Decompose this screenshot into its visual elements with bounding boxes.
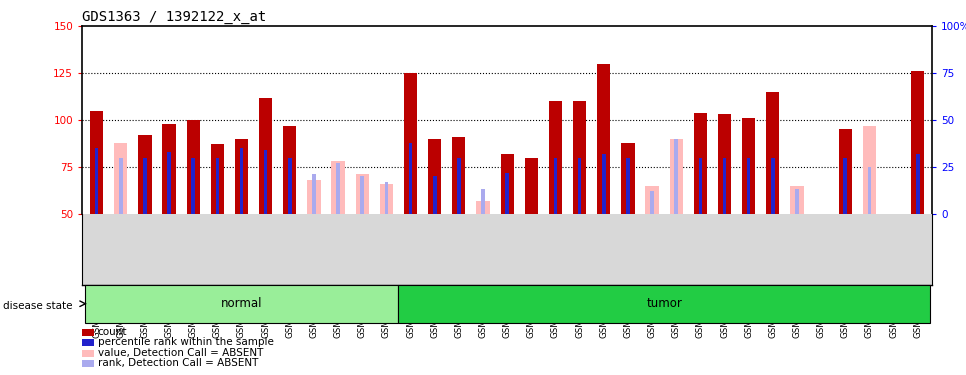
Bar — [747, 158, 751, 214]
Bar — [549, 101, 562, 214]
Bar — [404, 73, 417, 214]
Bar — [312, 174, 316, 214]
Bar — [331, 161, 345, 214]
Bar — [795, 189, 799, 214]
Text: normal: normal — [221, 297, 262, 310]
Bar — [90, 111, 103, 214]
Bar — [399, 285, 929, 322]
Bar — [626, 158, 630, 214]
Bar — [892, 214, 895, 217]
Bar — [843, 158, 847, 214]
Bar — [360, 176, 364, 214]
Bar — [578, 158, 582, 214]
Bar — [288, 158, 292, 214]
Bar — [674, 139, 678, 214]
Text: tumor: tumor — [646, 297, 682, 310]
Bar — [457, 158, 461, 214]
Bar — [95, 148, 99, 214]
Bar — [162, 124, 176, 214]
Bar — [694, 112, 707, 214]
Bar — [283, 126, 297, 214]
Text: value, Detection Call = ABSENT: value, Detection Call = ABSENT — [98, 348, 263, 358]
Bar — [838, 129, 852, 214]
Bar — [409, 142, 412, 214]
Bar — [698, 158, 702, 214]
Bar — [452, 137, 466, 214]
Bar — [138, 135, 152, 214]
Bar — [191, 158, 195, 214]
Bar — [867, 167, 871, 214]
Text: disease state: disease state — [3, 301, 72, 310]
Bar — [863, 126, 876, 214]
Bar — [887, 214, 900, 219]
Bar — [819, 214, 823, 223]
Bar — [336, 163, 340, 214]
Text: count: count — [98, 327, 128, 337]
Bar — [259, 98, 272, 214]
Bar — [718, 114, 731, 214]
Bar — [573, 101, 586, 214]
Bar — [554, 158, 557, 214]
Bar — [433, 176, 437, 214]
Bar — [814, 214, 828, 217]
Bar — [85, 285, 398, 322]
Bar — [119, 158, 123, 214]
Bar — [771, 158, 775, 214]
Bar — [476, 201, 490, 214]
Bar — [307, 180, 321, 214]
Bar — [143, 158, 147, 214]
Text: percentile rank within the sample: percentile rank within the sample — [98, 338, 273, 347]
Bar — [911, 71, 924, 214]
Bar — [742, 118, 755, 214]
Bar — [723, 158, 726, 214]
Bar — [264, 150, 268, 214]
Bar — [790, 186, 804, 214]
Bar — [167, 152, 171, 214]
Bar — [481, 189, 485, 214]
Bar — [597, 64, 611, 214]
Bar — [669, 139, 683, 214]
Bar — [500, 154, 514, 214]
Bar — [428, 139, 441, 214]
Bar — [355, 174, 369, 214]
Bar — [766, 92, 780, 214]
Bar — [380, 184, 393, 214]
Bar — [114, 142, 128, 214]
Bar — [602, 154, 606, 214]
Bar — [505, 172, 509, 214]
Bar — [525, 158, 538, 214]
Bar — [240, 148, 243, 214]
Bar — [621, 142, 635, 214]
Bar — [186, 120, 200, 214]
Bar — [645, 186, 659, 214]
Bar — [235, 139, 248, 214]
Text: rank, Detection Call = ABSENT: rank, Detection Call = ABSENT — [98, 358, 258, 368]
Bar — [916, 154, 920, 214]
Bar — [211, 144, 224, 214]
Bar — [384, 182, 388, 214]
Text: GDS1363 / 1392122_x_at: GDS1363 / 1392122_x_at — [82, 10, 267, 24]
Bar — [650, 191, 654, 214]
Bar — [215, 158, 219, 214]
